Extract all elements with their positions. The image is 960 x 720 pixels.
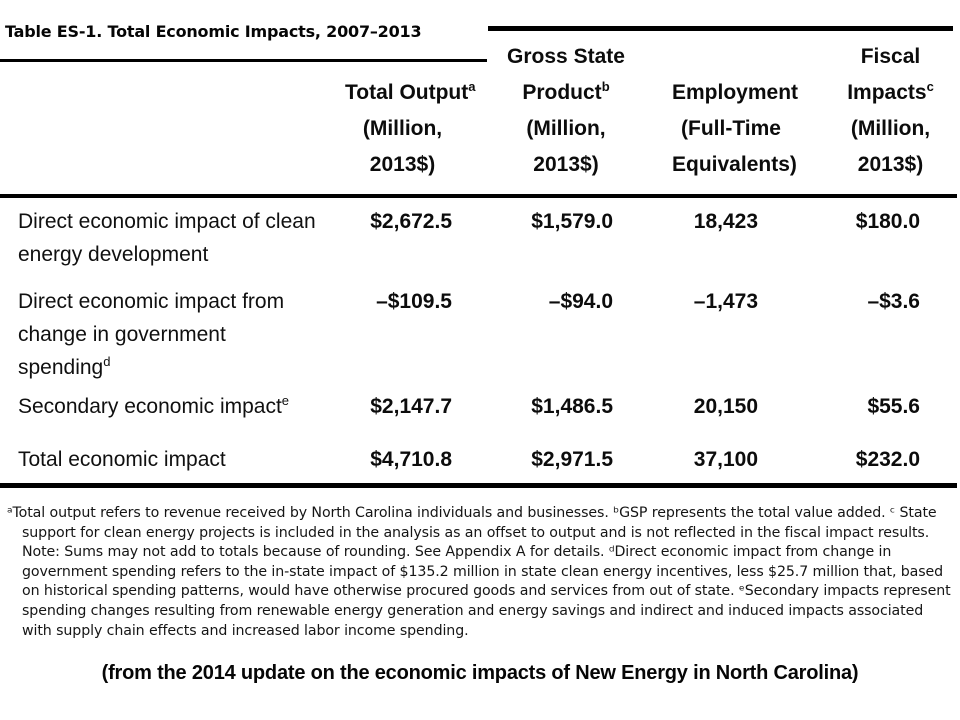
- cell-total-output: $2,672.5: [370, 210, 452, 233]
- cell-employment: 18,423: [693, 210, 758, 233]
- header-line: Impactsc: [834, 75, 947, 111]
- cell-gross-state-product: $1,579.0: [531, 210, 613, 233]
- header-text: Impacts: [847, 81, 927, 104]
- cell-employment: –1,473: [693, 290, 758, 313]
- header-line: Employment: [672, 81, 799, 104]
- table-row-government-spending: Direct economic impact from change in go…: [0, 285, 960, 384]
- table-top-border: [488, 26, 953, 31]
- table-footnotes: ᵃTotal output refers to revenue received…: [7, 505, 951, 639]
- table-bottom-border: [0, 483, 957, 488]
- header-text: Total Output: [345, 81, 469, 104]
- cell-fiscal-impacts: $232.0: [855, 448, 920, 471]
- table-header-zone: Table ES-1. Total Economic Impacts, 2007…: [0, 0, 960, 194]
- label-line: change in government: [18, 323, 226, 346]
- row-label: Direct economic impact of clean energy d…: [0, 205, 345, 271]
- label-line: Secondary economic impacte: [18, 390, 345, 423]
- cell-fiscal-impacts: –$3.6: [867, 290, 920, 313]
- label-line: Total economic impact: [18, 448, 226, 471]
- cell-employment: 20,150: [693, 395, 758, 418]
- source-caption: (from the 2014 update on the economic im…: [101, 662, 859, 685]
- header-line: Fiscal: [860, 45, 921, 68]
- table-row-direct-clean-energy: Direct economic impact of clean energy d…: [0, 205, 960, 271]
- cell-fiscal-impacts: $180.0: [855, 210, 920, 233]
- row-label: Direct economic impact from change in go…: [0, 285, 345, 384]
- table-row-total-impact: Total economic impact $4,710.8 $2,971.5 …: [0, 443, 960, 476]
- footnote-marker: e: [281, 393, 290, 408]
- header-divider-rule: [0, 194, 957, 198]
- cell-total-output: $2,147.7: [370, 395, 452, 418]
- table-row-secondary-impact: Secondary economic impacte $2,147.7 $1,4…: [0, 390, 960, 423]
- label-line: Direct economic impact from: [18, 290, 285, 313]
- cell-gross-state-product: $2,971.5: [531, 448, 613, 471]
- cell-gross-state-product: $1,486.5: [531, 395, 613, 418]
- column-header-empty: [0, 183, 345, 194]
- column-header-employment: Employment (Full-Time Equivalents): [672, 75, 799, 194]
- footnote-marker: a: [468, 79, 476, 94]
- header-line: (Million,: [526, 117, 606, 140]
- header-line: 2013$): [369, 153, 436, 176]
- cell-gross-state-product: –$94.0: [548, 290, 613, 313]
- header-line: Total Outputa: [345, 75, 476, 111]
- row-label: Total economic impact: [0, 443, 345, 476]
- header-line: 2013$): [533, 153, 599, 176]
- cell-total-output: –$109.5: [376, 290, 452, 313]
- footnote-marker: b: [601, 79, 610, 94]
- cell-total-output: $4,710.8: [370, 448, 452, 471]
- header-text: Product: [522, 81, 602, 104]
- column-header-row: Total Outputa (Million, 2013$) Gross Sta…: [0, 36, 960, 194]
- footnote-marker: c: [926, 79, 934, 94]
- header-line: 2013$): [857, 153, 924, 176]
- label-line: Direct economic impact of clean: [18, 210, 316, 233]
- row-label: Secondary economic impacte: [0, 390, 345, 423]
- column-header-gross-state-product: Gross State Productb (Million, 2013$): [460, 39, 672, 194]
- header-line: (Million,: [362, 117, 443, 140]
- label-text: Secondary economic impact: [18, 395, 282, 418]
- title-underline: [0, 59, 487, 62]
- header-line: (Million,: [850, 117, 931, 140]
- cell-employment: 37,100: [693, 448, 758, 471]
- label-text: spending: [18, 356, 104, 379]
- header-line: Equivalents): [672, 153, 797, 176]
- table-title: Table ES-1. Total Economic Impacts, 2007…: [5, 22, 422, 41]
- column-header-fiscal-impacts: Fiscal Impactsc (Million, 2013$): [790, 39, 947, 194]
- header-line: (Full-Time: [681, 117, 781, 140]
- footnote-marker: d: [103, 354, 111, 369]
- cell-fiscal-impacts: $55.6: [867, 395, 920, 418]
- label-line: spendingd: [18, 351, 345, 384]
- column-header-total-output: Total Outputa (Million, 2013$): [345, 75, 476, 194]
- table-body: Direct economic impact of clean energy d…: [0, 205, 960, 476]
- label-line: energy development: [18, 243, 209, 266]
- header-line: Productb: [460, 75, 672, 111]
- header-line: Gross State: [507, 45, 625, 68]
